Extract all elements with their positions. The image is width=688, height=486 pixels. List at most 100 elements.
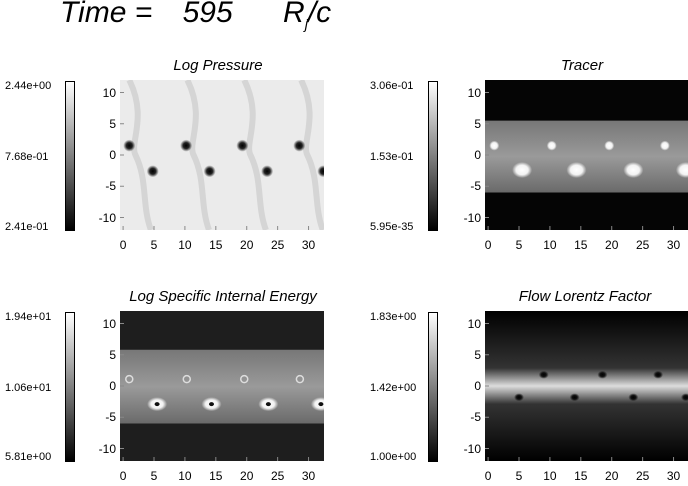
colorbar-mid-label: 1.53e-01: [370, 151, 414, 163]
y-tick-label: 10: [467, 85, 481, 100]
colorbar-min-label: 1.00e+00: [370, 451, 417, 463]
panel-title: Flow Lorentz Factor: [518, 288, 652, 305]
pressure-band: [126, 80, 154, 230]
y-tick-label: -10: [98, 210, 116, 225]
lorentz-dark-spot: [597, 370, 608, 379]
x-tick-label: 10: [178, 469, 192, 483]
x-tick-label: 15: [209, 469, 223, 483]
y-tick-label: -5: [105, 410, 116, 425]
x-tick-label: 25: [635, 238, 650, 252]
heatmap-plot: [485, 311, 688, 461]
y-tick-label: 0: [109, 379, 116, 393]
tracer-knot: [604, 140, 615, 151]
colorbar: [65, 81, 75, 231]
colorbar: [428, 81, 438, 231]
x-tick-label: 0: [484, 469, 492, 483]
x-tick-label: 0: [119, 469, 127, 483]
pressure-band: [184, 80, 212, 230]
y-tick-label: 5: [474, 116, 481, 131]
x-tick-label: 15: [574, 469, 588, 483]
x-tick-label: 30: [666, 238, 681, 252]
y-tick-label: -5: [470, 179, 481, 194]
panel-title: Log Specific Internal Energy: [129, 288, 317, 305]
heatmap-plot: [120, 311, 324, 461]
time-label: Time =: [60, 0, 153, 29]
y-tick-label: 5: [109, 116, 116, 131]
pressure-minimum: [261, 165, 274, 178]
x-tick-label: 10: [543, 238, 557, 252]
pressure-minimum: [236, 139, 249, 152]
y-tick-label: -10: [463, 441, 481, 456]
x-tick-label: 25: [270, 469, 285, 483]
x-tick-label: 25: [270, 238, 285, 252]
x-tick-label: 30: [301, 469, 316, 483]
tracer-knot: [623, 162, 644, 178]
y-tick-label: 0: [109, 148, 116, 162]
x-tick-label: 15: [209, 238, 223, 252]
tracer-knot: [659, 140, 670, 151]
x-tick-label: 5: [150, 469, 158, 483]
time-value: 595: [182, 0, 233, 29]
background: [485, 311, 688, 461]
y-tick-label: 10: [467, 316, 481, 331]
pressure-band: [298, 80, 324, 230]
colorbar-max-label: 1.94e+01: [5, 311, 52, 323]
figure-title: Time = 595 Rj/c: [60, 0, 331, 32]
tracer-knot: [546, 140, 557, 151]
pressure-minimum: [293, 139, 306, 152]
jet-region: [120, 349, 324, 424]
y-tick-label: -10: [463, 210, 481, 225]
energy-knot-core: [154, 402, 160, 407]
colorbar: [65, 312, 75, 462]
tracer-knot: [489, 140, 500, 151]
lorentz-dark-spot: [514, 393, 524, 402]
pressure-minimum: [146, 165, 159, 178]
pressure-minimum: [180, 139, 193, 152]
y-tick-label: -5: [105, 179, 116, 194]
y-tick-label: -10: [98, 441, 116, 456]
x-tick-label: 5: [515, 469, 523, 483]
x-tick-label: 0: [484, 238, 492, 252]
energy-knot-core: [208, 402, 214, 407]
colorbar-min-label: 5.81e+00: [5, 451, 52, 463]
energy-knot-core: [318, 402, 324, 407]
panel-title: Log Pressure: [173, 57, 263, 74]
x-tick-label: 15: [574, 238, 588, 252]
x-tick-label: 25: [635, 469, 650, 483]
lorentz-dark-spot: [628, 393, 639, 402]
energy-ring: [125, 374, 134, 384]
colorbar: [428, 312, 438, 462]
x-tick-label: 5: [150, 238, 158, 252]
x-tick-label: 20: [605, 238, 619, 252]
colorbar-mid-label: 7.68e-01: [5, 151, 49, 163]
energy-ring: [182, 374, 192, 384]
colorbar-min-label: 5.95e-35: [370, 221, 414, 233]
colorbar-mid-label: 1.42e+00: [370, 382, 417, 394]
lorentz-dark-spot: [653, 370, 664, 379]
colorbar-max-label: 3.06e-01: [370, 80, 414, 92]
y-tick-label: 10: [102, 316, 116, 331]
colorbar-max-label: 1.83e+00: [370, 311, 417, 323]
lorentz-dark-spot: [538, 370, 549, 379]
lorentz-dark-spot: [680, 393, 688, 402]
x-tick-label: 10: [543, 469, 557, 483]
pressure-minimum: [123, 139, 136, 152]
colorbar-min-label: 2.41e-01: [5, 221, 49, 233]
colorbar-mid-label: 1.06e+01: [5, 382, 52, 394]
jet-region: [485, 120, 688, 193]
x-tick-label: 20: [240, 469, 254, 483]
y-tick-label: -5: [470, 410, 481, 425]
pressure-minimum: [203, 165, 216, 178]
energy-ring: [240, 374, 249, 384]
energy-ring: [295, 374, 305, 384]
heatmap-plot: [120, 80, 324, 230]
x-tick-label: 0: [119, 238, 127, 252]
background: [120, 80, 324, 230]
energy-knot: [310, 397, 324, 412]
heatmap-plot: [485, 80, 688, 230]
x-tick-label: 5: [515, 238, 523, 252]
x-tick-label: 20: [240, 238, 254, 252]
y-tick-label: 5: [109, 347, 116, 362]
x-tick-label: 30: [666, 469, 681, 483]
time-units: Rj/c: [283, 0, 332, 32]
